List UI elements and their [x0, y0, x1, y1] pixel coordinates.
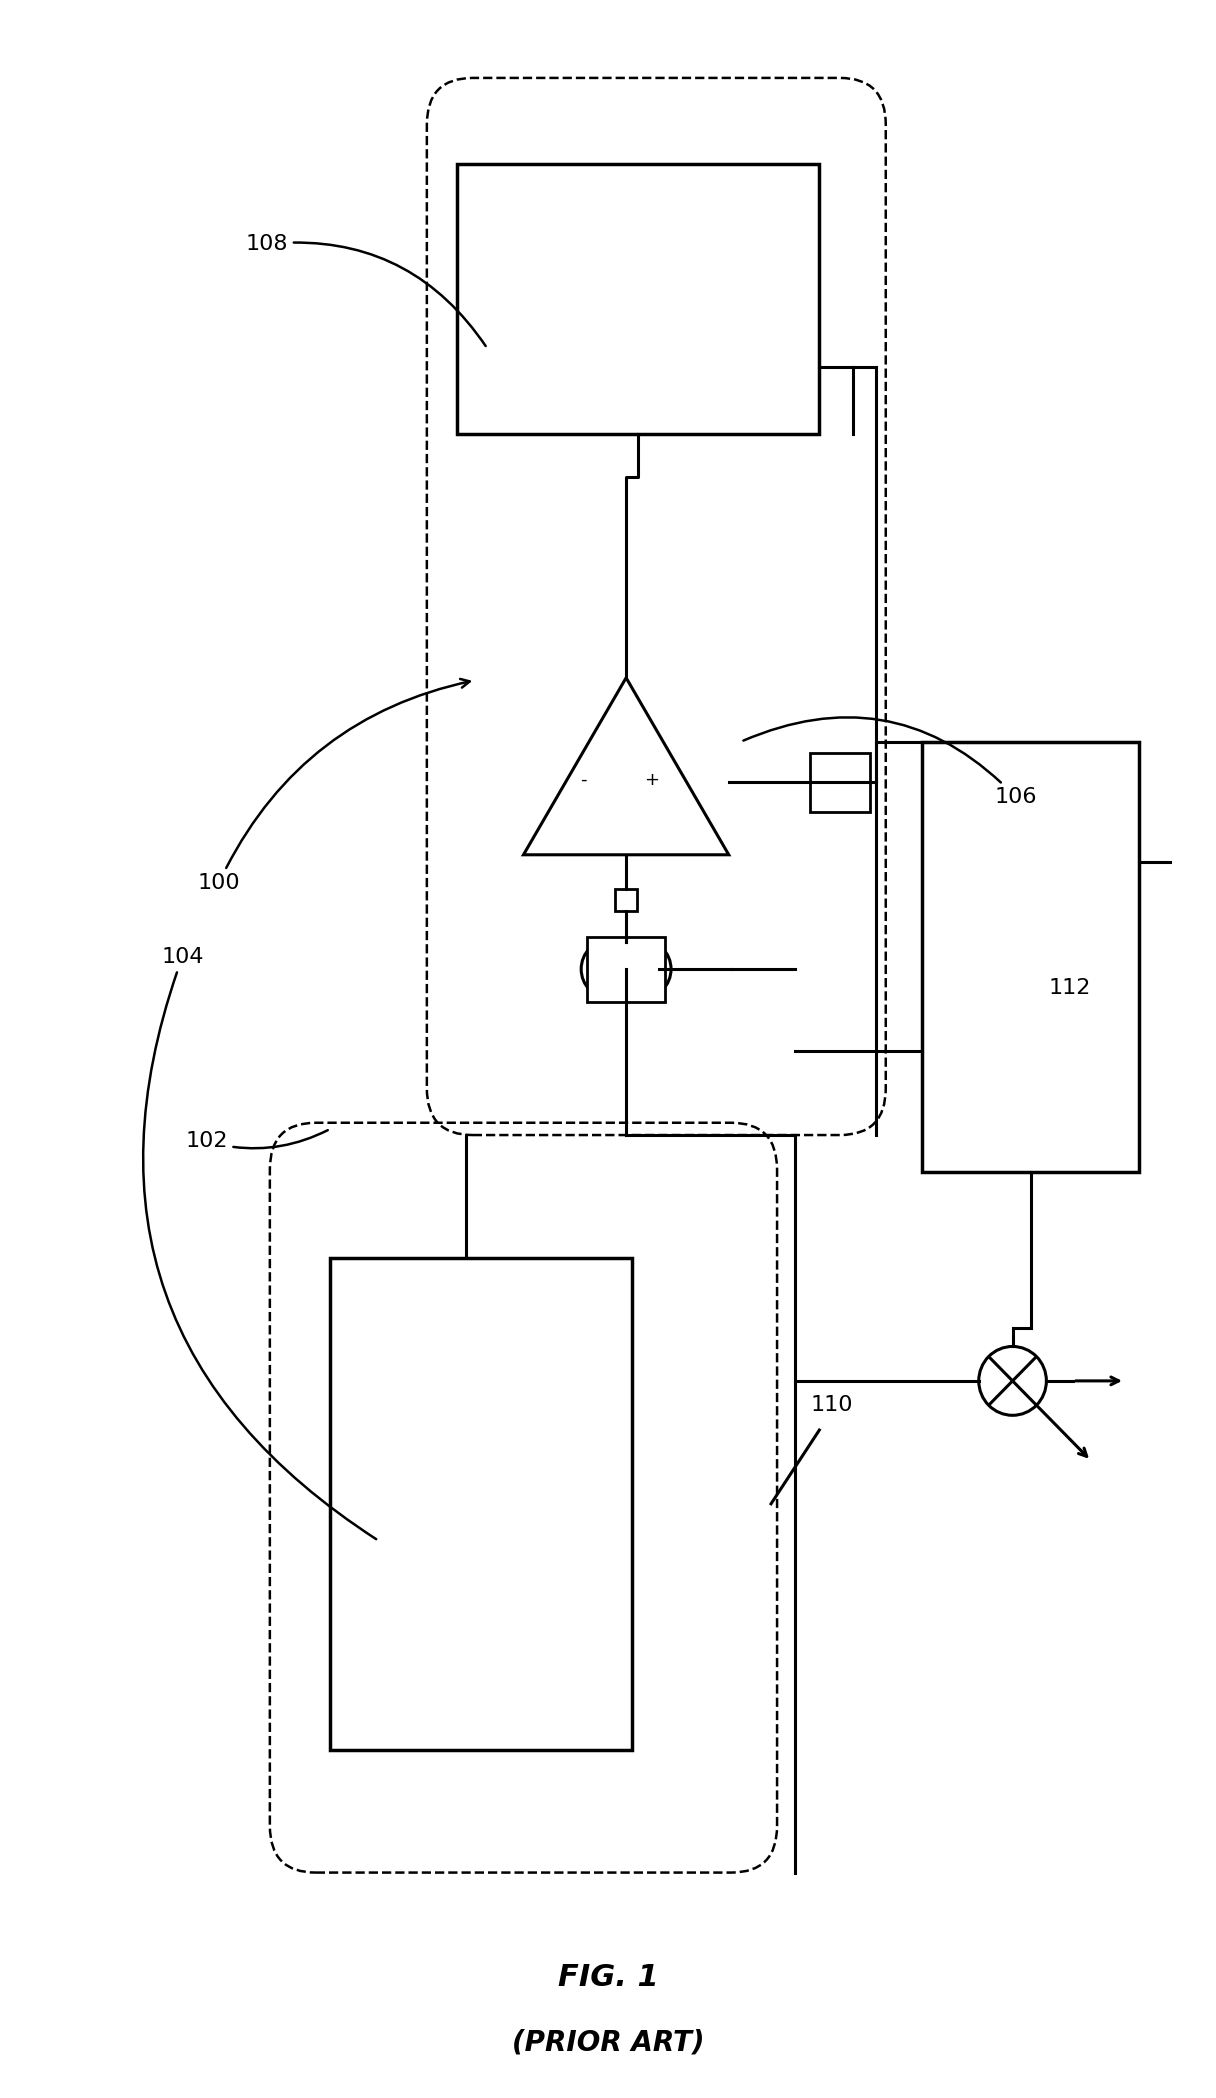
- Text: 104: 104: [143, 946, 376, 1540]
- Bar: [922, 743, 1139, 1173]
- Text: 112: 112: [1048, 978, 1091, 997]
- Text: 100: 100: [197, 680, 469, 894]
- Bar: [331, 1259, 632, 1750]
- Bar: [615, 890, 637, 911]
- Bar: [810, 753, 871, 812]
- Text: 102: 102: [185, 1131, 328, 1152]
- Bar: [587, 936, 665, 1001]
- Text: -: -: [580, 770, 586, 789]
- Text: FIG. 1: FIG. 1: [558, 1962, 658, 1991]
- Text: 110: 110: [811, 1395, 854, 1416]
- Text: (PRIOR ART): (PRIOR ART): [512, 2029, 704, 2056]
- Text: +: +: [644, 770, 659, 789]
- Text: 108: 108: [246, 235, 485, 346]
- Text: 106: 106: [743, 718, 1037, 808]
- Bar: [457, 164, 820, 434]
